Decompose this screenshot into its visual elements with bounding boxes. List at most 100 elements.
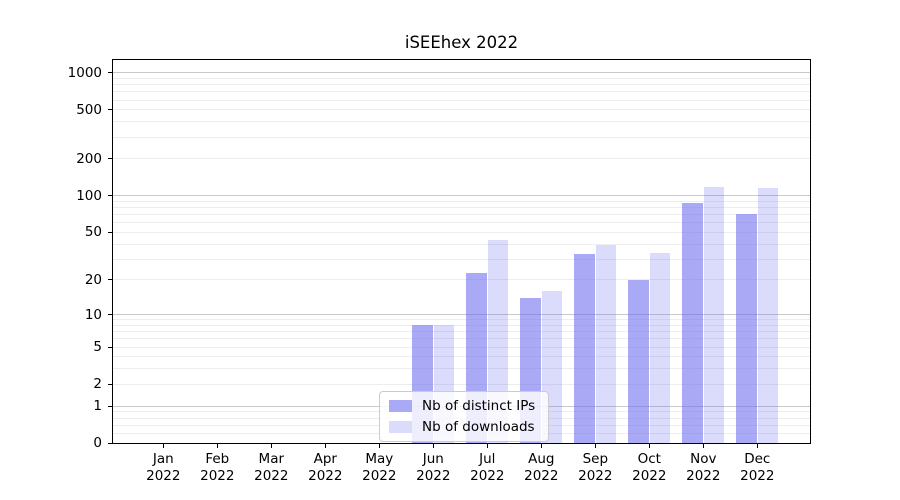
y-tick-label: 10	[84, 306, 102, 323]
minor-gridline	[113, 99, 810, 101]
x-tick-year: 2022	[470, 468, 505, 484]
y-axis-tick	[108, 442, 112, 444]
minor-gridline	[113, 383, 810, 385]
x-tick-label: Apr 2022	[293, 451, 357, 485]
x-tick-year: 2022	[200, 468, 235, 484]
y-axis-tick	[108, 346, 112, 348]
major-gridline	[113, 195, 810, 197]
minor-gridline	[113, 368, 810, 370]
minor-gridline	[113, 200, 810, 202]
minor-gridline	[113, 231, 810, 233]
minor-gridline	[113, 279, 810, 281]
x-tick-label: Dec 2022	[725, 451, 789, 485]
minor-gridline	[113, 77, 810, 79]
x-axis-tick	[216, 444, 218, 448]
x-tick-year: 2022	[686, 468, 721, 484]
x-tick-year: 2022	[632, 468, 667, 484]
y-tick-label: 200	[76, 150, 102, 167]
major-gridline	[113, 72, 810, 74]
x-tick-label: May 2022	[347, 451, 411, 485]
x-tick-year: 2022	[362, 468, 397, 484]
y-tick-label: 50	[84, 224, 102, 241]
x-tick-year: 2022	[308, 468, 343, 484]
minor-gridline	[113, 324, 810, 326]
y-axis-tick	[108, 195, 112, 197]
x-tick-label: Oct 2022	[617, 451, 681, 485]
x-tick-label: Mar 2022	[239, 451, 303, 485]
x-tick-month: Sep	[582, 451, 609, 467]
y-axis-tick	[108, 158, 112, 160]
y-axis-tick	[108, 109, 112, 111]
minor-gridline	[113, 222, 810, 224]
x-tick-year: 2022	[146, 468, 181, 484]
legend-item-distinct-ips: Nb of distinct IPs	[389, 398, 538, 414]
y-tick-label: 5	[93, 339, 102, 356]
minor-gridline	[113, 356, 810, 358]
y-axis-tick	[108, 383, 112, 385]
y-axis-tick	[108, 231, 112, 233]
x-axis-tick	[702, 444, 704, 448]
legend-label-distinct-ips: Nb of distinct IPs	[422, 398, 536, 414]
minor-gridline	[113, 91, 810, 93]
x-axis-tick	[324, 444, 326, 448]
x-tick-month: Apr	[313, 451, 337, 467]
minor-gridline	[113, 338, 810, 340]
x-tick-year: 2022	[578, 468, 613, 484]
legend-swatch-distinct-ips	[389, 400, 412, 412]
minor-gridline	[113, 243, 810, 245]
y-tick-label: 0	[93, 435, 102, 452]
x-tick-label: Jun 2022	[401, 451, 465, 485]
y-tick-label: 2	[93, 376, 102, 393]
minor-gridline	[113, 258, 810, 260]
major-gridline	[113, 314, 810, 316]
x-tick-label: Sep 2022	[563, 451, 627, 485]
bar-distinct-ips-nov	[682, 203, 703, 444]
x-tick-year: 2022	[740, 468, 775, 484]
x-tick-label: Nov 2022	[671, 451, 735, 485]
y-tick-label: 1	[93, 398, 102, 415]
y-axis-tick	[108, 72, 112, 74]
bar-downloads-oct	[649, 252, 671, 444]
x-tick-label: Jul 2022	[455, 451, 519, 485]
minor-gridline	[113, 84, 810, 86]
x-tick-month: Feb	[205, 451, 230, 467]
x-tick-month: Jun	[422, 451, 444, 467]
minor-gridline	[113, 346, 810, 348]
x-tick-year: 2022	[254, 468, 289, 484]
x-tick-label: Aug 2022	[509, 451, 573, 485]
y-tick-label: 100	[76, 187, 102, 204]
x-tick-month: Nov	[690, 451, 717, 467]
minor-gridline	[113, 136, 810, 138]
x-tick-month: Dec	[744, 451, 771, 467]
y-tick-label: 1000	[67, 64, 102, 81]
x-tick-year: 2022	[416, 468, 451, 484]
minor-gridline	[113, 214, 810, 216]
bar-distinct-ips-oct	[628, 279, 649, 444]
y-axis-tick	[108, 314, 112, 316]
x-tick-year: 2022	[524, 468, 559, 484]
bar-downloads-sep	[595, 245, 617, 444]
x-tick-label: Feb 2022	[185, 451, 249, 485]
x-tick-month: Oct	[637, 451, 661, 467]
minor-gridline	[113, 207, 810, 209]
x-axis-tick	[162, 444, 164, 448]
x-tick-label: Jan 2022	[131, 451, 195, 485]
x-tick-month: Mar	[258, 451, 285, 467]
x-axis-tick	[432, 444, 434, 448]
legend-label-downloads: Nb of downloads	[422, 419, 535, 435]
minor-gridline	[113, 121, 810, 123]
chart-title: iSEEhex 2022	[404, 33, 519, 52]
x-axis-tick	[648, 444, 650, 448]
x-axis-tick	[486, 444, 488, 448]
minor-gridline	[113, 109, 810, 111]
x-axis-tick	[540, 444, 542, 448]
x-axis-tick	[270, 444, 272, 448]
x-tick-month: Aug	[528, 451, 555, 467]
x-tick-month: May	[365, 451, 394, 467]
x-axis-tick	[756, 444, 758, 448]
minor-gridline	[113, 158, 810, 160]
y-axis-tick	[108, 279, 112, 281]
bar-distinct-ips-sep	[574, 254, 595, 444]
y-axis-tick	[108, 405, 112, 407]
